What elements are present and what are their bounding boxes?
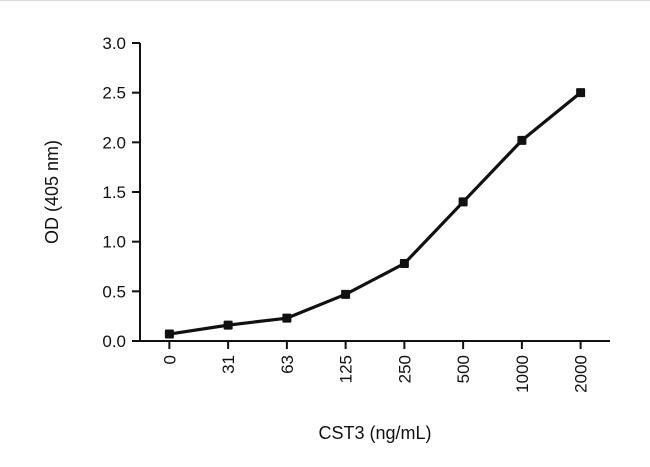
data-point-marker <box>576 88 586 98</box>
data-point-marker <box>341 289 351 299</box>
x-tick-label: 500 <box>454 355 473 383</box>
data-point-marker <box>223 320 233 330</box>
series-line <box>167 91 583 336</box>
x-tick-label: 2000 <box>572 355 591 393</box>
data-point-marker <box>517 135 527 145</box>
data-point-marker <box>399 259 409 269</box>
x-tick-label: 250 <box>395 355 414 383</box>
y-tick-label: 2.5 <box>102 84 126 103</box>
y-tick-label: 1.5 <box>102 183 126 202</box>
chart-dynamic-layer: 0.0 0.5 1.0 1.5 2.0 2.5 3.0 0 31 63 125 250 500 1000 2… <box>102 34 610 393</box>
x-tick-label: 125 <box>337 355 356 383</box>
x-tick-label: 31 <box>219 355 238 374</box>
y-axis-label: OD (405 nm) <box>42 140 62 244</box>
y-tick-label: 3.0 <box>102 34 126 53</box>
y-tick-label: 1.0 <box>102 233 126 252</box>
x-tick-label: 0 <box>160 355 179 364</box>
x-tick-label: 63 <box>278 355 297 374</box>
y-tick-label: 0.0 <box>102 332 126 351</box>
data-point-marker <box>164 329 174 339</box>
data-point-marker <box>282 313 292 323</box>
x-tick-label: 1000 <box>513 355 532 393</box>
y-tick-label: 0.5 <box>102 282 126 301</box>
x-axis-label: CST3 (ng/mL) <box>318 423 431 443</box>
y-tick-label: 2.0 <box>102 133 126 152</box>
data-point-marker <box>458 197 468 207</box>
